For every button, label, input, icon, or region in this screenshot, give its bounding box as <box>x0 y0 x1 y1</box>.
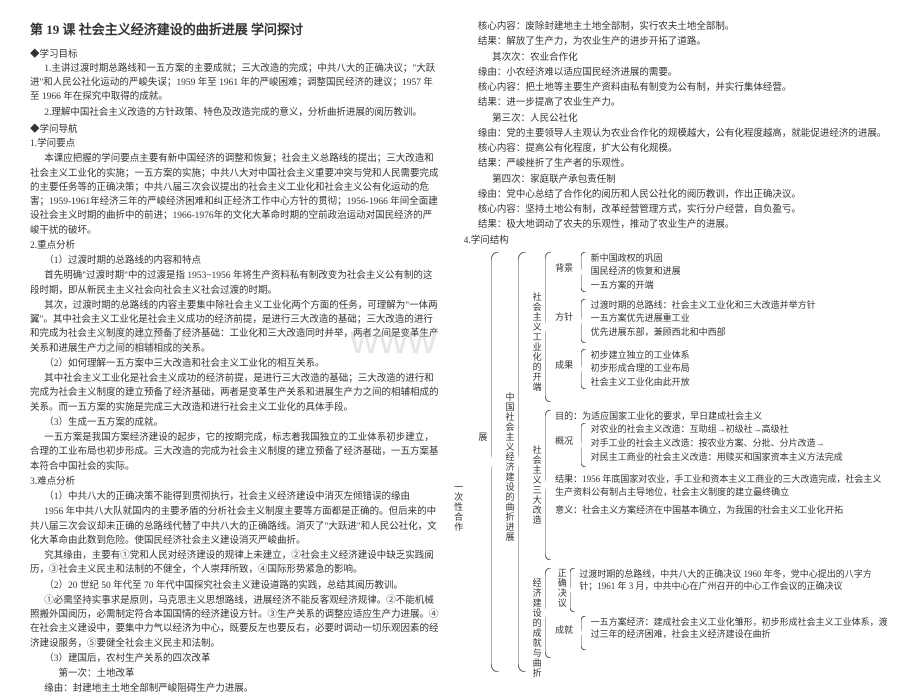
page-columns: 第 19 课 社会主义经济建设的曲折进展 学问探讨 ◆学习目标 1.主讲过渡时期… <box>30 20 890 698</box>
bracket-icon <box>581 423 588 467</box>
heading-nav: ◆学问导航 <box>30 123 439 137</box>
para: 核心内容：提高公有化程度，扩大公有化规模。 <box>464 142 890 156</box>
para: （2）20 世纪 50 年代至 70 年代中国探究社会主义建设道路的实践，总结其… <box>30 579 439 593</box>
para: （1）过渡时期的总路线的内容和特点 <box>30 254 439 268</box>
sub-label: 概况 <box>555 423 579 448</box>
heading-goals: ◆学习目标 <box>30 48 439 62</box>
para: 第一次：土地改革 <box>30 667 439 681</box>
para: 缘由：小农经济难以适应国民经济进展的需要。 <box>464 66 890 80</box>
para: 其次次：农业合作化 <box>464 51 890 65</box>
side-label: 一次性合作 <box>452 482 465 532</box>
leaf: 意义：社会主义方案经济在中国基本确立，为我国的社会主义工业化开拓 <box>555 504 885 517</box>
leaf: 对手工业的社会主义改造：按农业方案、分批、分片改造→ <box>591 437 881 450</box>
structure-diagram: 展 中国社会主义经济建设的曲折进展 社会主义工业化的开端 背景 <box>464 252 890 672</box>
para: 首先明确"过渡时期"中的过渡是指 1953~1956 年将生产资料私有制改变为社… <box>30 269 439 298</box>
bracket-icon <box>545 410 553 560</box>
para: 其中社会主义工业化是社会主义成功的经济前提，是进行三大改造的基础；三大改造的进行… <box>30 372 439 415</box>
bracket-icon <box>581 349 588 389</box>
leaf: 优先进展东部，兼顾西北和中西部 <box>591 326 881 339</box>
bracket-icon <box>581 616 588 650</box>
para: （3）建国后，农村生产关系的四次改革 <box>30 652 439 666</box>
section-label: 社会主义三大改造 <box>530 410 543 560</box>
leaf: 新中国政权的巩固 <box>591 252 881 265</box>
bracket-icon <box>581 252 588 292</box>
leaf: 过渡时期的总路线，中共八大的正确决议 1960 年冬，党中心提出的八字方针；19… <box>579 568 879 593</box>
bracket-icon <box>491 252 501 672</box>
para: （2）如何理解一五方案中三大改造和社会主义工业化的相互关系。 <box>30 357 439 371</box>
bracket-icon <box>545 568 553 658</box>
sub-label: 正确决议 <box>555 568 568 612</box>
para: 结果：极大地调动了农夫的乐观性，推动了农业生产的进展。 <box>464 218 890 232</box>
leaf: 初步建立独立的工业体系 <box>591 349 881 362</box>
sub-label: 背景 <box>555 252 579 275</box>
leaf: 结果：1956 年底国家对农业，手工业和资本主义工商业的三大改造完成，社会主义生… <box>555 473 885 498</box>
section-label: 社会主义工业化的开端 <box>530 252 543 402</box>
para: （3）生成一五方案的成就。 <box>30 416 439 430</box>
para: 结果：进一步提高了农业生产力。 <box>464 96 890 110</box>
bracket-icon <box>581 299 588 343</box>
para: 一五方案是我国方案经济建设的起步，它的按期完成，标志着我国独立的工业体系初步建立… <box>30 431 439 474</box>
para: 1956 年中共八大队就国内的主要矛盾的分析社会主义制度主要等方面都是正确的。但… <box>30 505 439 548</box>
para: ①必需坚持实事求是原则，马克思主义思想路线，进展经济不能反客观经济规律。②不能机… <box>30 594 439 651</box>
bracket-icon <box>570 568 577 612</box>
leaf: 一五方案经济：建成社会主义工业化雏形，初步形成社会主义工业体系，渡过三年的经济困… <box>591 616 891 641</box>
leaf: 对农业的社会主义改造：互助组→初级社→高级社 <box>591 423 881 436</box>
para: 本课应把握的学问要点主要有新中国经济的调整和恢复；社会主义总路线的提出；三大改造… <box>30 152 439 238</box>
page-title: 第 19 课 社会主义经济建设的曲折进展 学问探讨 <box>30 20 439 40</box>
leaf: 初步形成合理的工业布局 <box>591 362 881 375</box>
root-label: 中国社会主义经济建设的曲折进展 <box>503 252 516 672</box>
leaf: 社会主义工业化由此开放 <box>591 376 881 389</box>
para: 缘由：党中心总结了合作化的阅历和人民公社化的阅历教训，作出正确决议。 <box>464 188 890 202</box>
para: 2.理解中国社会主义改造的方针政策、特色及改造完成的意义，分析曲折进展的阅历教训… <box>30 106 439 120</box>
para: （1）中共八大的正确决策不能得到贯彻执行，社会主义经济建设中消灭左倾错误的缘由 <box>30 490 439 504</box>
para: 核心内容：坚持土地公有制，改革经营管理方式，实行分户经营，自负盈亏。 <box>464 203 890 217</box>
para: 第四次：家庭联产承包责任制 <box>464 173 890 187</box>
subheading: 4.学问结构 <box>464 234 890 248</box>
section-label: 经济建设的成就与曲折 <box>530 568 543 658</box>
subheading: 3.难点分析 <box>30 475 439 489</box>
leaf: 一五方案优先进展重工业 <box>591 312 881 325</box>
subheading: 2.重点分析 <box>30 239 439 253</box>
sub-label: 成果 <box>555 349 579 372</box>
sub-label: 成就 <box>555 616 579 637</box>
para: 缘由：党的主要领导人主观认为农业合作化的规模越大，公有化程度越高，就能促进经济的… <box>464 127 890 141</box>
para: 核心内容：废除封建地主土地全部制，实行农夫土地全部制。 <box>464 20 890 34</box>
subheading: 1.学问要点 <box>30 137 439 151</box>
para: 核心内容：把土地等主要生产资料由私有制变为公有制，并实行集体经营。 <box>464 81 890 95</box>
leaf: 对民主工商业的社会主义改造：用赎买和国家资本主义方法完成 <box>591 451 881 464</box>
para: 究其缘由，主要有①党和人民对经济建设的规律上未建立，②社会主义经济建设中缺乏实践… <box>30 549 439 578</box>
leaf: 过渡时期的总路线：社会主义工业化和三大改造并举方针 <box>591 299 881 312</box>
para: 缘由：封建地主土地全部制严峻阻碍生产力进展。 <box>30 682 439 696</box>
bracket-icon <box>545 252 553 402</box>
bracket-icon <box>518 252 528 672</box>
para: 结果：解放了生产力，为农业生产的进步开拓了道路。 <box>464 35 890 49</box>
leaf: 目的：为适应国家工业化的要求，早日建成社会主义 <box>555 410 885 423</box>
right-column: 核心内容：废除封建地主土地全部制，实行农夫土地全部制。 结果：解放了生产力，为农… <box>464 20 890 698</box>
para: 其次，过渡时期的总路线的内容主要集中除社会主义工业化两个方面的任务，可理解为"一… <box>30 299 439 356</box>
para: 结果：严峻挫折了生产者的乐观性。 <box>464 157 890 171</box>
leaf: 国民经济的恢复和进展 <box>591 265 881 278</box>
sub-label: 方针 <box>555 299 579 324</box>
left-column: 第 19 课 社会主义经济建设的曲折进展 学问探讨 ◆学习目标 1.主讲过渡时期… <box>30 20 439 698</box>
para: 第三次：人民公社化 <box>464 112 890 126</box>
para: 1.主讲过渡时期总路线和一五方案的主要成就；三大改造的完成；中共八大的正确决议；… <box>30 62 439 105</box>
leaf: 一五方案的开端 <box>591 279 881 292</box>
